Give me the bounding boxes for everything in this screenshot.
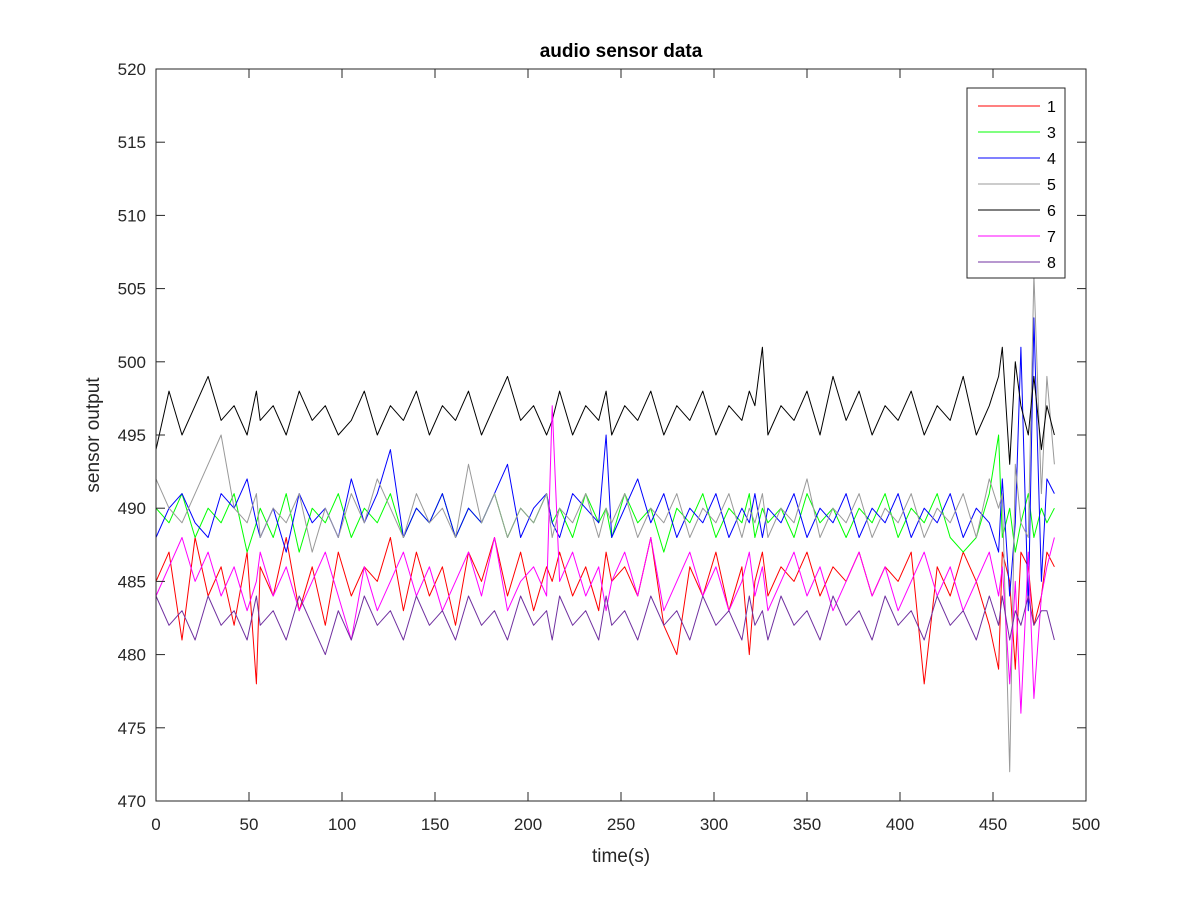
y-tick-label: 480 [118, 646, 146, 665]
chart-title: audio sensor data [540, 41, 703, 62]
y-tick-label: 470 [118, 792, 146, 811]
series-line-8 [155, 595, 1055, 656]
y-tick-label: 515 [118, 133, 146, 152]
legend-label-3: 3 [1047, 125, 1056, 142]
series-line-6 [155, 346, 1055, 465]
y-tick-label: 485 [118, 572, 146, 591]
x-tick-label: 350 [793, 815, 821, 834]
legend-label-8: 8 [1047, 255, 1056, 272]
series-line-5 [155, 273, 1055, 773]
y-tick-label: 490 [118, 499, 146, 518]
x-tick-label: 250 [607, 815, 635, 834]
series-layer [155, 273, 1055, 773]
x-tick-label: 300 [700, 815, 728, 834]
series-line-3 [155, 434, 1055, 553]
x-tick-label: 450 [979, 815, 1007, 834]
x-tick-label: 500 [1072, 815, 1100, 834]
series-line-4 [155, 317, 1055, 612]
x-axis-label: time(s) [592, 846, 650, 867]
x-axis: 0 50 100 150 200 250 300 350 400 450 500 [151, 69, 1100, 834]
legend-label-7: 7 [1047, 229, 1056, 246]
plot-area [156, 69, 1086, 801]
series-line-7 [155, 405, 1055, 714]
legend: 1 3 4 5 6 7 8 [966, 87, 1066, 279]
y-tick-label: 475 [118, 719, 146, 738]
y-tick-label: 500 [118, 353, 146, 372]
legend-box [966, 87, 1066, 279]
x-tick-label: 50 [240, 815, 259, 834]
legend-label-1: 1 [1047, 99, 1056, 116]
y-tick-label: 510 [118, 206, 146, 225]
y-axis-label: sensor output [83, 377, 104, 493]
legend-label-6: 6 [1047, 203, 1056, 220]
x-tick-label: 100 [328, 815, 356, 834]
x-tick-label: 400 [886, 815, 914, 834]
y-tick-label: 520 [118, 60, 146, 79]
legend-label-4: 4 [1047, 151, 1056, 168]
x-tick-label: 0 [151, 815, 160, 834]
legend-label-5: 5 [1047, 177, 1056, 194]
y-tick-label: 505 [118, 280, 146, 299]
x-tick-label: 200 [514, 815, 542, 834]
y-tick-label: 495 [118, 426, 146, 445]
x-tick-label: 150 [421, 815, 449, 834]
